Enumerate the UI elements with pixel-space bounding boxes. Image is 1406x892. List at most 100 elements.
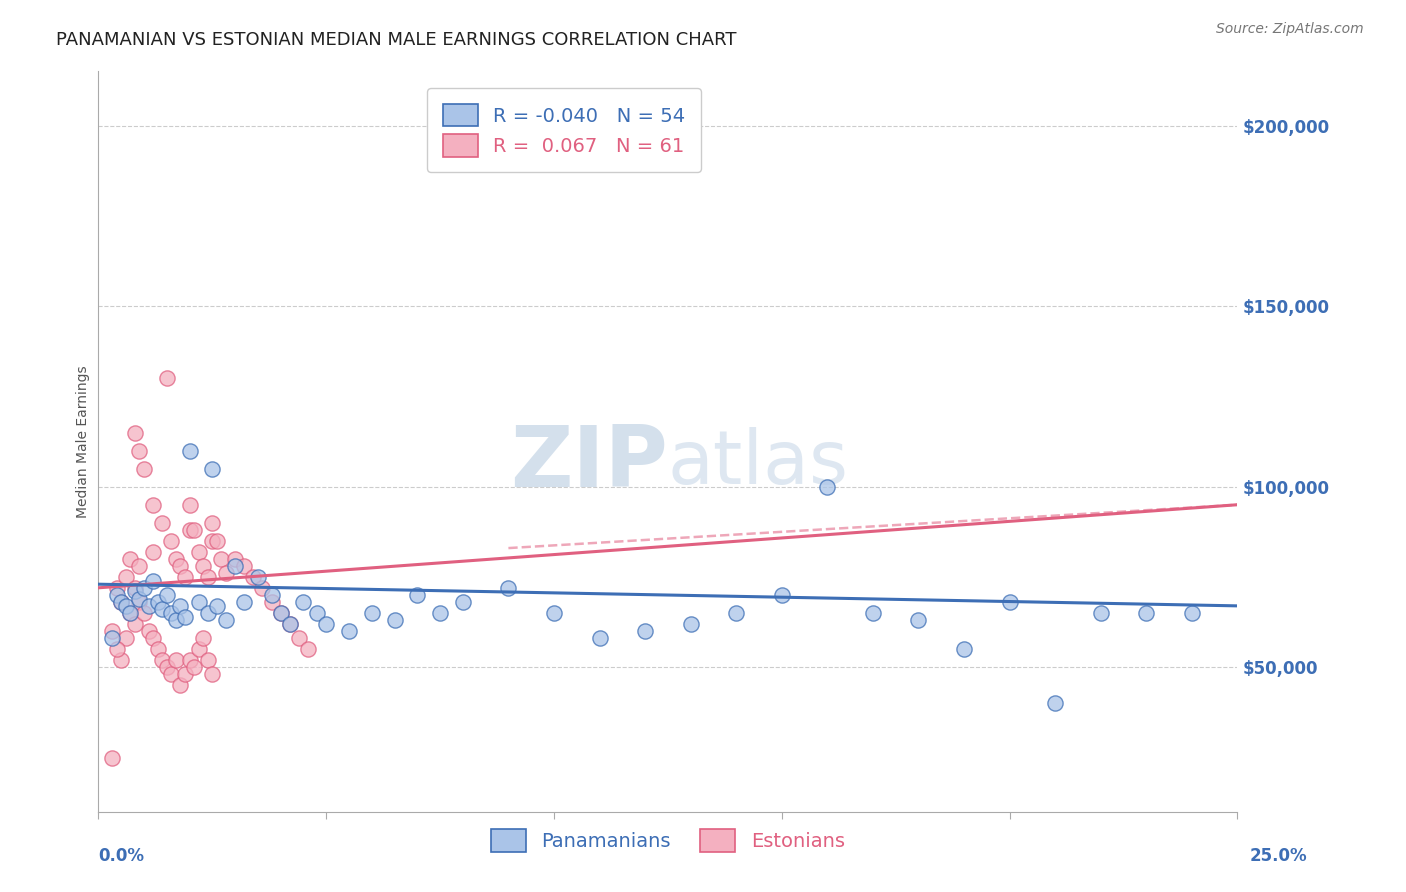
Point (124, 616, 146, 631)
Point (101, 624, 124, 639)
Point (179, 523, 201, 537)
Point (215, 613, 238, 627)
Point (679, 616, 702, 631)
Point (142, 632, 165, 646)
Point (201, 516, 224, 530)
Point (160, 667, 183, 681)
Point (498, 581, 520, 595)
Point (132, 606, 155, 620)
Point (174, 609, 197, 624)
Point (451, 595, 474, 609)
Point (205, 533, 228, 548)
Point (124, 584, 146, 599)
Point (165, 613, 187, 627)
Point (120, 606, 142, 620)
Point (193, 632, 215, 646)
Point (174, 667, 197, 681)
Point (307, 606, 329, 620)
Point (205, 599, 228, 613)
Point (150, 653, 173, 667)
Point (215, 566, 238, 581)
Point (174, 570, 197, 584)
Point (160, 533, 183, 548)
Point (142, 574, 165, 588)
Point (315, 616, 337, 631)
Text: atlas: atlas (668, 427, 849, 500)
Point (1043, 697, 1066, 711)
Point (278, 616, 301, 631)
Point (270, 606, 292, 620)
Point (246, 570, 269, 584)
Point (292, 595, 315, 609)
Point (169, 559, 191, 574)
Point (156, 371, 179, 385)
Point (110, 595, 132, 609)
Point (124, 425, 146, 440)
Point (201, 667, 224, 681)
Point (183, 523, 205, 537)
Point (725, 606, 748, 620)
Point (142, 544, 165, 558)
Point (197, 606, 219, 620)
Point (160, 606, 183, 620)
Point (588, 632, 610, 646)
Point (179, 443, 201, 458)
Point (165, 653, 187, 667)
Point (197, 570, 219, 584)
Point (150, 516, 173, 530)
Y-axis label: Median Male Earnings: Median Male Earnings (76, 365, 90, 518)
Point (278, 616, 301, 631)
Point (224, 559, 246, 574)
Point (406, 588, 429, 602)
Point (1090, 606, 1112, 620)
Point (169, 678, 191, 692)
Point (288, 632, 311, 646)
Point (120, 552, 142, 566)
Point (128, 559, 150, 574)
Point (132, 581, 155, 595)
Text: ZIP: ZIP (510, 422, 668, 505)
Point (114, 599, 136, 613)
Point (543, 606, 565, 620)
Text: Source: ZipAtlas.com: Source: ZipAtlas.com (1216, 22, 1364, 37)
Point (138, 599, 160, 613)
Point (114, 632, 136, 646)
Point (120, 606, 142, 620)
Point (201, 533, 224, 548)
Point (187, 595, 209, 609)
Point (110, 595, 132, 609)
Point (384, 613, 406, 627)
Point (114, 570, 136, 584)
Point (201, 461, 224, 475)
Point (297, 642, 319, 657)
Point (429, 606, 451, 620)
Point (252, 581, 274, 595)
Point (128, 595, 150, 609)
Point (260, 588, 283, 602)
Point (187, 544, 209, 558)
Point (862, 606, 884, 620)
Point (128, 443, 150, 458)
Point (132, 461, 155, 475)
Point (953, 642, 976, 657)
Point (101, 632, 124, 646)
Text: PANAMANIAN VS ESTONIAN MEDIAN MALE EARNINGS CORRELATION CHART: PANAMANIAN VS ESTONIAN MEDIAN MALE EARNI… (56, 31, 737, 49)
Point (998, 595, 1021, 609)
Point (150, 602, 173, 616)
Point (156, 588, 179, 602)
Point (270, 606, 292, 620)
Point (105, 581, 128, 595)
Point (169, 599, 191, 613)
Point (337, 624, 360, 639)
Point (907, 613, 929, 627)
Point (124, 581, 146, 595)
Point (179, 653, 201, 667)
Point (183, 660, 205, 674)
Point (146, 642, 169, 657)
Point (233, 595, 256, 609)
Point (770, 588, 793, 602)
Point (233, 559, 256, 574)
Text: 0.0%: 0.0% (98, 847, 145, 865)
Point (360, 606, 382, 620)
Point (815, 480, 838, 494)
